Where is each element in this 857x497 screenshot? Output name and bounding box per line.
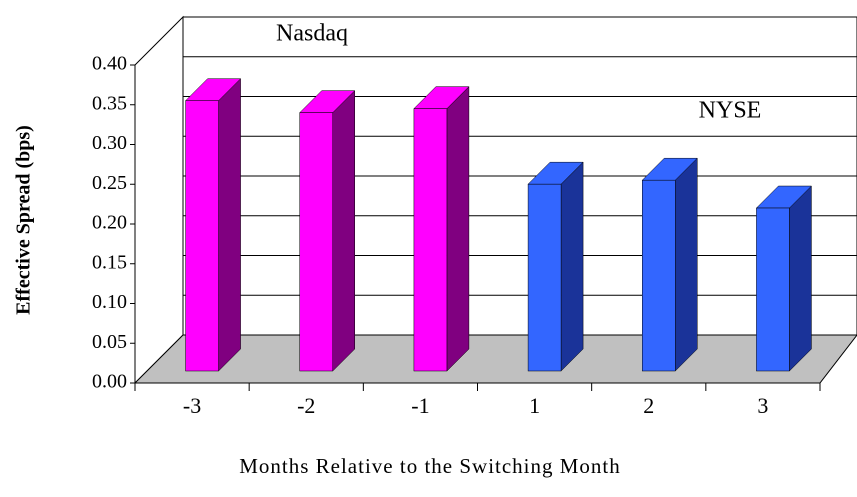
x-axis-title: Months Relative to the Switching Month — [239, 454, 621, 478]
y-tick-label: 0.05 — [92, 331, 127, 353]
x-tick-label: -1 — [411, 393, 429, 418]
bar — [642, 179, 676, 372]
y-tick-label: 0.35 — [92, 92, 127, 114]
bar — [527, 183, 562, 372]
bar-side — [332, 90, 355, 372]
bar — [413, 108, 448, 372]
y-tick-label: 0.25 — [92, 172, 127, 194]
bar-side — [218, 78, 241, 372]
series-label: Nasdaq — [276, 21, 348, 47]
x-tick-label: 3 — [757, 393, 768, 418]
y-tick-label: 0.40 — [92, 53, 127, 75]
y-axis-title: Effective Spread (bps) — [13, 125, 35, 315]
x-tick-label: 1 — [529, 393, 540, 418]
bar-side — [560, 161, 584, 372]
bar — [185, 100, 219, 372]
x-tick-label: 2 — [643, 393, 654, 418]
bar — [756, 207, 790, 372]
y-tick-label: 0.20 — [92, 212, 127, 234]
side-wall — [134, 15, 184, 385]
floor — [133, 334, 857, 384]
bar-side — [675, 157, 698, 372]
x-tick-label: -2 — [297, 393, 315, 418]
y-tick-label: 0.10 — [92, 291, 127, 313]
bar — [299, 112, 333, 372]
bar-side — [789, 185, 812, 372]
y-tick-label: 0.30 — [92, 132, 127, 154]
x-tick-label: -3 — [183, 393, 201, 418]
y-tick-label: 0.15 — [92, 251, 127, 273]
bar-side — [446, 86, 470, 372]
y-tick-label: 0.00 — [92, 371, 127, 393]
series-label: NYSE — [699, 98, 762, 124]
